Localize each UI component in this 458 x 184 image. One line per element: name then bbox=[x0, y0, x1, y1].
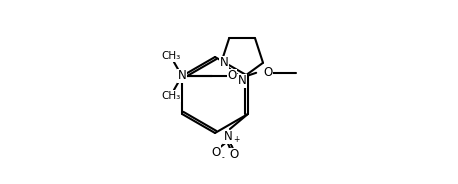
Text: CH₃: CH₃ bbox=[161, 91, 180, 101]
Text: +: + bbox=[233, 135, 239, 144]
Text: -: - bbox=[222, 153, 224, 162]
Text: N: N bbox=[224, 130, 232, 144]
Text: N: N bbox=[238, 75, 246, 88]
Text: O: O bbox=[229, 148, 239, 162]
Text: CH₃: CH₃ bbox=[161, 51, 180, 61]
Text: O: O bbox=[263, 66, 273, 79]
Text: O: O bbox=[227, 70, 236, 82]
Text: N: N bbox=[178, 70, 186, 82]
Text: O: O bbox=[211, 146, 221, 158]
Text: N: N bbox=[220, 56, 229, 69]
